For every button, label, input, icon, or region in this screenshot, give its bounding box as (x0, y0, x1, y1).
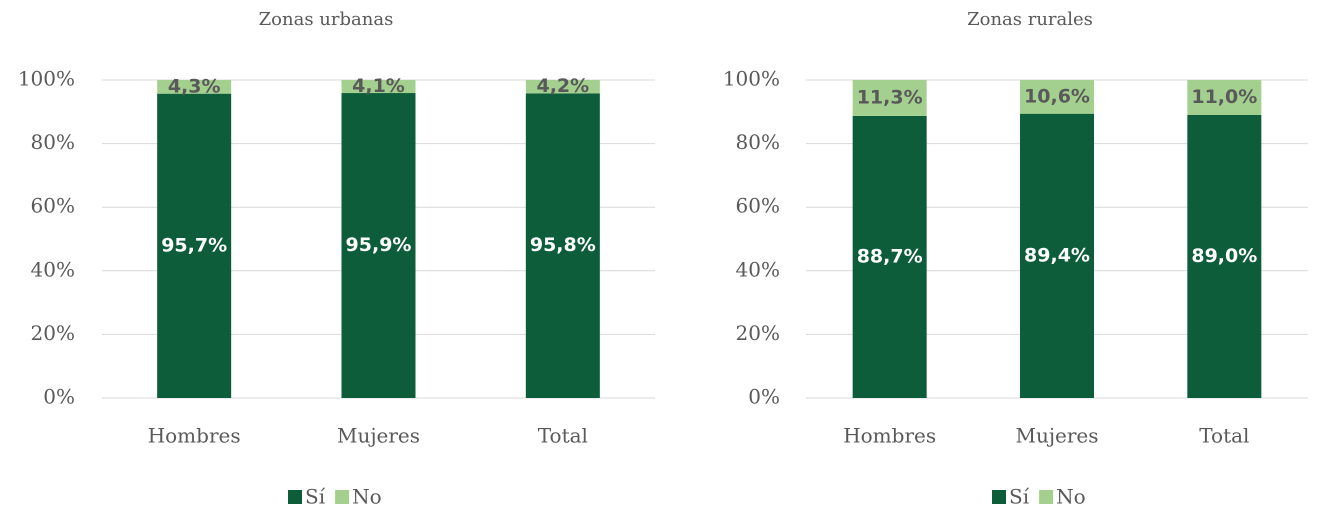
x-tick-label: Mujeres (1015, 424, 1098, 448)
bar-segment (1187, 114, 1262, 398)
data-label: 95,8% (530, 234, 596, 256)
legend-swatch (288, 490, 302, 504)
bar-segment (525, 93, 600, 398)
bar-segment (1020, 113, 1094, 398)
y-tick-label: 100% (723, 67, 780, 91)
data-label: 88,7% (857, 245, 923, 267)
y-tick-label: 80% (736, 130, 780, 154)
bar-segment (341, 93, 416, 399)
chart-title: Zonas rurales (967, 9, 1093, 30)
bar-segment (341, 80, 416, 94)
data-label: 4,2% (536, 75, 589, 97)
bar-segment (852, 115, 927, 399)
legend-label: No (352, 485, 382, 509)
legend-swatch (1039, 490, 1054, 504)
bar-segment (157, 93, 232, 398)
bar-segment (1187, 80, 1262, 115)
data-label: 4,1% (352, 75, 405, 97)
bar-segment (525, 80, 600, 94)
y-tick-label: 40% (31, 257, 75, 281)
y-tick-label: 40% (736, 257, 780, 281)
data-label: 95,7% (161, 234, 227, 256)
x-tick-label: Hombres (148, 424, 241, 448)
y-tick-label: 60% (736, 194, 780, 218)
data-label: 89,4% (1024, 244, 1090, 266)
legend-swatch (335, 490, 350, 504)
x-tick-label: Total (1199, 424, 1249, 448)
x-tick-label: Mujeres (337, 424, 420, 448)
legend-label: Sí (1009, 485, 1030, 509)
legend-label: Sí (305, 485, 326, 509)
bar-segment (1020, 80, 1094, 114)
bar-segment (852, 80, 927, 116)
y-tick-label: 20% (31, 321, 75, 345)
data-label: 11,3% (857, 86, 923, 108)
y-tick-label: 0% (748, 385, 780, 409)
bar-segment (157, 80, 232, 94)
data-label: 11,0% (1191, 86, 1257, 108)
data-label: 10,6% (1024, 85, 1090, 107)
y-tick-label: 60% (31, 194, 75, 218)
legend-label: No (1056, 485, 1086, 509)
data-label: 4,3% (168, 75, 221, 97)
y-tick-label: 80% (31, 130, 75, 154)
x-tick-label: Total (538, 424, 588, 448)
chart-title: Zonas urbanas (259, 9, 394, 30)
x-tick-label: Hombres (843, 424, 936, 448)
legend-swatch (992, 490, 1006, 504)
y-tick-label: 20% (736, 321, 780, 345)
y-tick-label: 0% (43, 385, 75, 409)
y-tick-label: 100% (18, 67, 75, 91)
data-label: 95,9% (346, 234, 412, 256)
data-label: 89,0% (1191, 245, 1257, 267)
